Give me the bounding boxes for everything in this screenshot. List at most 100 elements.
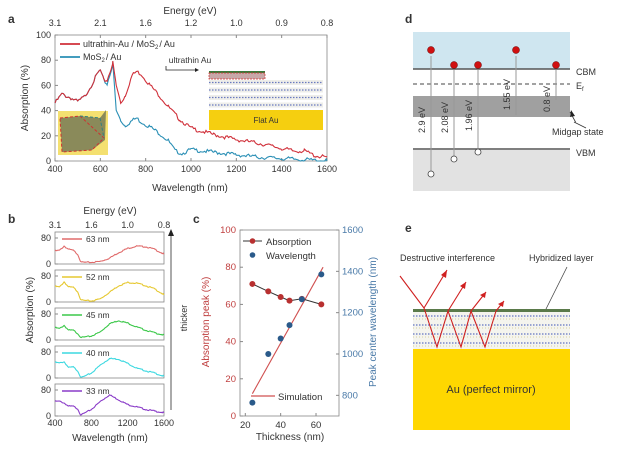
flat-au-label: Flat Au — [254, 116, 279, 125]
series-line-ultrathin-au — [54, 61, 328, 159]
y-tick-label: 60 — [225, 299, 236, 310]
y2-tick-label: 1200 — [342, 308, 363, 319]
legend-label: 40 nm — [86, 348, 110, 358]
legend-label-mos2: MoS2/ Au — [83, 52, 121, 64]
x-tick-label: 1400 — [272, 164, 292, 174]
electron-icon — [512, 46, 520, 54]
transition-label-1-96ev: 1.96 eV — [464, 100, 474, 131]
panel-a-chart: Energy (eV) 3.1 2.1 1.6 1.2 1.0 0.9 0.8 400 600… — [20, 6, 337, 194]
legend-label-simulation: Simulation — [278, 392, 322, 403]
series-line — [54, 280, 165, 302]
y-tick-label: 0 — [46, 297, 51, 307]
fermi-level-label: Ef — [576, 81, 584, 93]
x-tick-label: 40 — [275, 420, 286, 431]
panel-label-d: d — [405, 12, 412, 26]
au-mirror-label: Au (perfect mirror) — [446, 384, 535, 396]
panel-e-schematic: Destructive interference Hybridized laye… — [399, 253, 594, 430]
absorption-point — [277, 293, 284, 300]
midgap-arrow-head — [570, 110, 575, 117]
y-tick-label: 0 — [46, 156, 51, 166]
y-tick-label: 80 — [41, 55, 51, 65]
x-tick-label: 1600 — [154, 418, 174, 428]
x-tick-label: 1200 — [226, 164, 246, 174]
thicker-label: thicker — [179, 305, 189, 332]
y-tick-label: 0 — [46, 335, 51, 345]
hybridized-layer-label: Hybridized layer — [529, 253, 594, 263]
legend-label-ultrathin: ultrathin-Au / MoS2/ Au — [83, 39, 175, 51]
panel-a-top-axis-label: Energy (eV) — [163, 6, 216, 17]
electron-icon — [552, 61, 560, 69]
series-line — [54, 394, 165, 416]
x-tick-label: 800 — [84, 418, 99, 428]
panel-label-c: c — [193, 212, 200, 226]
electron-icon — [474, 61, 482, 69]
midgap-state-label: Midgap state — [552, 127, 604, 137]
panel-label-e: e — [405, 221, 412, 235]
hole-icon — [450, 155, 458, 163]
y2-tick-label: 1000 — [342, 349, 363, 360]
y-tick-label: 80 — [225, 262, 236, 273]
x-tick-label: 1000 — [181, 164, 201, 174]
panel-c-ylabel-right: Peak center wavelength (nm) — [368, 257, 379, 387]
panel-b-ylabel: Absorption (%) — [25, 277, 36, 343]
legend-label: 33 nm — [86, 386, 110, 396]
top-tick-label: 0.8 — [158, 220, 171, 230]
subplot-frame — [54, 307, 165, 341]
y-tick-label: 20 — [225, 374, 236, 385]
wavelength-point — [318, 271, 325, 278]
x-tick-label: 20 — [240, 420, 251, 431]
top-tick-label: 1.0 — [121, 220, 134, 230]
transition-label-2-08ev: 2.08 eV — [440, 102, 450, 133]
absorption-point — [249, 280, 256, 287]
y2-tick-label: 1400 — [342, 266, 363, 277]
y-tick-label: 100 — [36, 30, 51, 40]
transition-0-8ev: 0.8 eV — [542, 61, 560, 112]
midgap-state-band — [413, 96, 570, 117]
hole-icon — [474, 148, 482, 156]
legend-label: 63 nm — [86, 234, 110, 244]
subplot-frame — [54, 231, 165, 265]
legend-label-wavelength: Wavelength — [266, 251, 316, 262]
top-tick-label: 1.6 — [85, 220, 98, 230]
panel-c-plot-frame — [239, 229, 340, 417]
series-line — [54, 357, 165, 378]
y-tick-label: 0 — [231, 411, 236, 422]
y-tick-label: 80 — [41, 385, 51, 395]
panel-label-a: a — [8, 12, 15, 26]
cbm-label: CBM — [576, 67, 596, 77]
panel-c-ylabel-left: Absorption peak (%) — [201, 277, 212, 368]
top-tick-label: 3.1 — [49, 220, 62, 230]
top-tick-label: 3.1 — [49, 18, 62, 28]
sample-photo-inset — [58, 110, 108, 155]
transition-2-9ev: 2.9 eV — [417, 46, 435, 178]
absorption-point — [318, 301, 325, 308]
flat-au-substrate — [209, 110, 323, 130]
top-tick-label: 2.1 — [94, 18, 107, 28]
y-tick-label: 80 — [41, 309, 51, 319]
hybridized-top-layer — [413, 309, 570, 312]
subplot-33-nm: 0 80 33 nm — [41, 383, 165, 421]
absorption-point — [265, 288, 272, 295]
x-tick-label: 1600 — [317, 164, 337, 174]
y-tick-label: 80 — [41, 347, 51, 357]
wavelength-point — [298, 296, 305, 303]
y-tick-label: 0 — [46, 411, 51, 421]
au-mirror — [413, 349, 570, 430]
subplot-63-nm: 0 80 63 nm — [41, 231, 165, 269]
midgap-pointer — [573, 121, 587, 129]
y-tick-label: 20 — [41, 131, 51, 141]
simulation-line — [251, 266, 324, 394]
y2-tick-label: 800 — [342, 390, 358, 401]
top-tick-label: 0.8 — [321, 18, 334, 28]
x-tick-label: 60 — [311, 420, 322, 431]
top-tick-label: 1.6 — [139, 18, 152, 28]
y-tick-label: 40 — [225, 337, 236, 348]
ray-arrowheads — [441, 270, 504, 307]
wavelength-point — [286, 322, 293, 329]
top-tick-label: 1.2 — [185, 18, 198, 28]
panel-a-ylabel: Absorption (%) — [20, 65, 31, 131]
y-tick-label: 100 — [220, 225, 236, 236]
ultrathin-au-label: ultrathin Au — [169, 55, 212, 65]
thicker-arrow-head — [168, 229, 174, 236]
